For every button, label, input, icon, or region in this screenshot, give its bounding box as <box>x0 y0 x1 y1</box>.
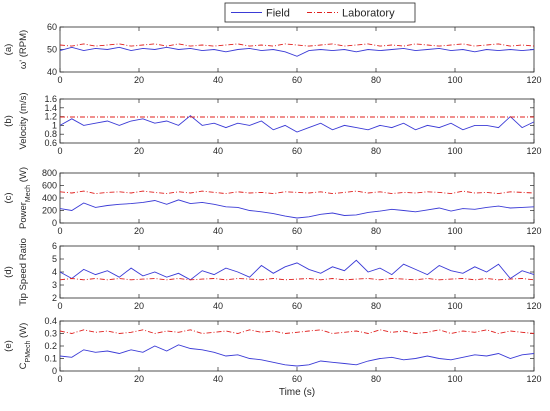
y-tick-label: 600 <box>42 181 57 191</box>
y-tick-label: 0.2 <box>44 341 57 351</box>
x-tick-label: 60 <box>292 146 302 156</box>
y-tick-label: 50 <box>47 45 57 55</box>
series-line-laboratory <box>59 190 535 195</box>
y-tick-label: 0.3 <box>44 329 57 339</box>
y-tick-label: 6 <box>52 241 57 251</box>
axes-frame <box>59 320 535 372</box>
y-tick-label: 4 <box>52 267 57 277</box>
x-tick-label: 80 <box>371 226 381 236</box>
y-tick-label: 200 <box>42 206 57 216</box>
y-axis-label: Velocity (m/s) <box>18 92 29 149</box>
y-tick-label: 0.1 <box>44 354 57 364</box>
y-tick-label: 5 <box>52 254 57 264</box>
y-axis-label: PowerMech (W) <box>18 167 32 229</box>
panel-label: (d) <box>3 266 14 278</box>
series-line-field <box>59 344 535 367</box>
y-tick-label: 0.8 <box>44 129 57 139</box>
x-tick-label: 40 <box>213 146 223 156</box>
x-tick-label: 120 <box>526 146 541 156</box>
y-tick-label: 0.4 <box>44 316 57 326</box>
y-tick-label: 400 <box>42 193 57 203</box>
legend-laboratory-label: Laboratory <box>342 8 395 20</box>
x-tick-label: 120 <box>526 226 541 236</box>
y-tick-label: 60 <box>47 22 57 32</box>
x-tick-label: 40 <box>213 301 223 311</box>
y-axis-label: CPMech (W) <box>18 323 32 370</box>
x-tick-label: 60 <box>292 75 302 85</box>
y-tick-label: 0 <box>52 218 57 228</box>
y-tick-label: 800 <box>42 168 57 178</box>
x-tick-label: 0 <box>57 301 62 311</box>
x-tick-label: 60 <box>292 301 302 311</box>
series-line-field <box>59 46 535 57</box>
y-tick-label: 1.6 <box>44 94 57 104</box>
x-tick-label: 120 <box>526 301 541 311</box>
y-tick-label: 0.6 <box>44 138 57 148</box>
x-tick-label: 80 <box>371 374 381 384</box>
x-tick-label: 80 <box>371 146 381 156</box>
panel-label: (a) <box>3 44 14 56</box>
y-tick-label: 1.2 <box>44 112 57 122</box>
axes-frame <box>59 245 535 299</box>
x-tick-label: 120 <box>526 374 541 384</box>
x-tick-label: 0 <box>57 374 62 384</box>
x-tick-label: 40 <box>213 226 223 236</box>
series-line-field <box>59 199 535 219</box>
x-tick-label: 120 <box>526 75 541 85</box>
y-tick-label: 3 <box>52 280 57 290</box>
series-line-field <box>59 115 535 133</box>
y-tick-label: 1 <box>52 120 57 130</box>
x-tick-label: 100 <box>447 146 462 156</box>
axes-frame <box>59 172 535 224</box>
panel-label: (e) <box>3 340 14 352</box>
x-tick-label: 100 <box>447 301 462 311</box>
x-tick-label: 100 <box>447 374 462 384</box>
x-tick-label: 0 <box>57 75 62 85</box>
x-tick-label: 60 <box>292 226 302 236</box>
y-tick-label: 40 <box>47 67 57 77</box>
y-tick-label: 1.4 <box>44 103 57 113</box>
series-line-field <box>59 259 535 281</box>
x-tick-label: 20 <box>134 75 144 85</box>
y-tick-label: 0 <box>52 366 57 376</box>
x-tick-label: 0 <box>57 146 62 156</box>
x-tick-label: 20 <box>134 226 144 236</box>
x-tick-label: 60 <box>292 374 302 384</box>
x-tick-label: 20 <box>134 301 144 311</box>
panel-label: (c) <box>3 192 14 203</box>
x-tick-label: 80 <box>371 75 381 85</box>
series-line-laboratory <box>59 278 535 281</box>
x-tick-label: 0 <box>57 226 62 236</box>
panel-e: 00.10.20.30.40 20 40 60 80 100 120(e)CPMech (W… <box>3 316 542 398</box>
panel-b: 0.60.811.21.41.6 0 20 40 60 80 100 120 (b) Veloci… <box>3 92 542 156</box>
panel-label: (b) <box>3 115 14 127</box>
y-tick-label: 2 <box>52 293 57 303</box>
x-axis-label: Time (s) <box>279 387 315 398</box>
series-line-laboratory <box>59 43 535 47</box>
x-tick-label: 20 <box>134 146 144 156</box>
legend: Field Laboratory <box>224 2 416 23</box>
x-tick-label: 100 <box>447 75 462 85</box>
y-axis-label: Tip Speed Ratio <box>18 238 29 306</box>
x-tick-label: 40 <box>213 374 223 384</box>
series-line-laboratory <box>59 329 535 334</box>
y-axis-label: ω' (RPM) <box>18 30 29 69</box>
x-tick-label: 40 <box>213 75 223 85</box>
legend-field-label: Field <box>266 8 290 20</box>
x-tick-label: 100 <box>447 226 462 236</box>
x-tick-label: 80 <box>371 301 381 311</box>
panel-a: 40 50 60 0 20 40 60 80 100 120 (a) ω' (RPM) <box>3 22 542 85</box>
x-tick-label: 20 <box>134 374 144 384</box>
